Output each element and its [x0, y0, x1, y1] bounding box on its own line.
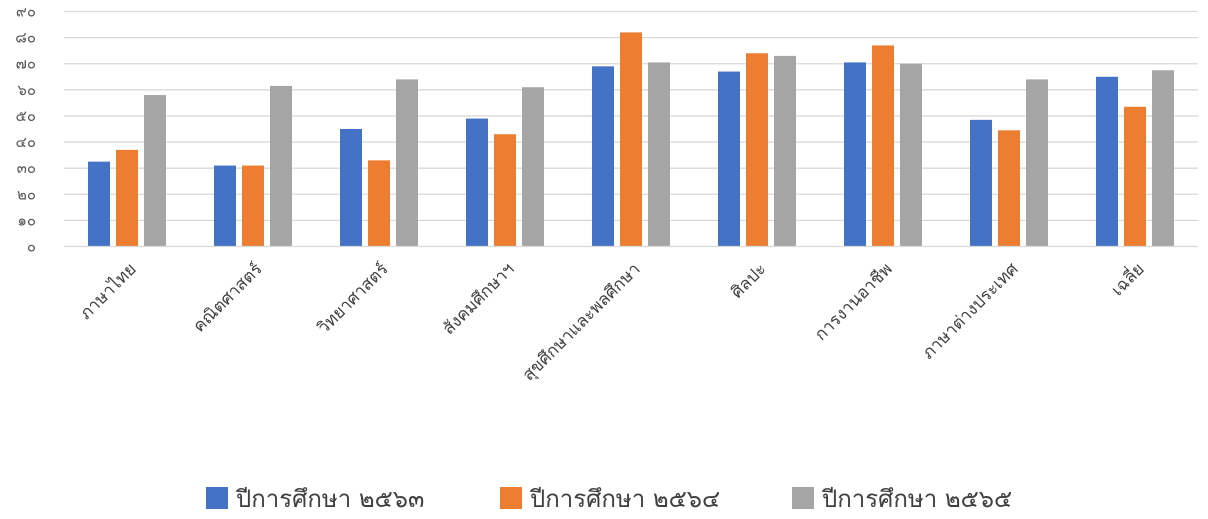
y-tick-label: ๔๐ [15, 133, 36, 151]
bar [242, 165, 264, 247]
legend-swatch [206, 487, 228, 509]
bar [998, 130, 1020, 247]
bar [494, 134, 516, 247]
bar [1152, 70, 1174, 247]
bar [466, 118, 488, 247]
x-tick-label: การงานอาชีพ [811, 259, 897, 345]
bar [1096, 76, 1118, 247]
bar [1124, 106, 1146, 247]
bar [340, 129, 362, 247]
x-tick-label: วิทยาศาสตร์ [314, 259, 393, 338]
x-tick-label: สุขศึกษาและพลศึกษา [519, 259, 645, 385]
bar [746, 53, 768, 247]
x-tick-label: ภาษาต่างประเทศ [918, 259, 1022, 363]
x-tick-label: ศิลปะ [727, 259, 770, 302]
bar [592, 66, 614, 247]
bar [1026, 79, 1048, 247]
legend-label: ปีการศึกษา ๒๕๖๔ [529, 485, 720, 513]
bars [88, 32, 1174, 247]
x-tick-label: สังคมศึกษาฯ [439, 259, 519, 339]
legend-swatch [792, 487, 814, 509]
x-tick-label: คณิตศาสตร์ [189, 259, 266, 336]
y-tick-label: ๓๐ [17, 159, 36, 177]
bar [116, 149, 138, 247]
bar [970, 119, 992, 247]
legend-swatch [500, 487, 522, 509]
y-tick-label: ๐ [27, 238, 36, 256]
bar [368, 160, 390, 247]
bar [270, 85, 292, 247]
bar [144, 95, 166, 247]
bar [872, 45, 894, 247]
bar [774, 55, 796, 247]
y-axis-tick-labels: ๐ ๑๐ ๒๐ ๓๐ ๔๐ ๕๐ ๖๐ ๗๐ ๘๐ ๙๐ [15, 3, 36, 256]
y-tick-label: ๘๐ [15, 29, 36, 47]
legend-label: ปีการศึกษา ๒๕๖๕ [821, 485, 1012, 513]
x-tick-label: เฉลี่ย [1106, 257, 1149, 300]
legend-label: ปีการศึกษา ๒๕๖๓ [235, 485, 425, 513]
bar [88, 161, 110, 247]
bar [214, 165, 236, 247]
x-tick-label: ภาษาไทย [75, 259, 140, 324]
x-axis-category-labels: ภาษาไทย คณิตศาสตร์ วิทยาศาสตร์ สังคมศึกษาฯส… [75, 257, 1148, 385]
bar [620, 32, 642, 247]
bar [396, 79, 418, 247]
bar [844, 62, 866, 247]
legend: ปีการศึกษา ๒๕๖๓ ปีการศึกษา ๒๕๖๔ ปีการศึกษา… [206, 485, 1012, 513]
bar [900, 63, 922, 247]
y-tick-label: ๗๐ [16, 55, 36, 73]
y-tick-label: ๕๐ [15, 107, 36, 125]
y-tick-label: ๙๐ [16, 3, 36, 21]
y-tick-label: ๒๐ [17, 185, 36, 203]
y-tick-label: ๖๐ [17, 81, 36, 99]
bar [648, 62, 670, 247]
bar [718, 71, 740, 247]
bar [522, 87, 544, 247]
y-tick-label: ๑๐ [17, 211, 36, 229]
